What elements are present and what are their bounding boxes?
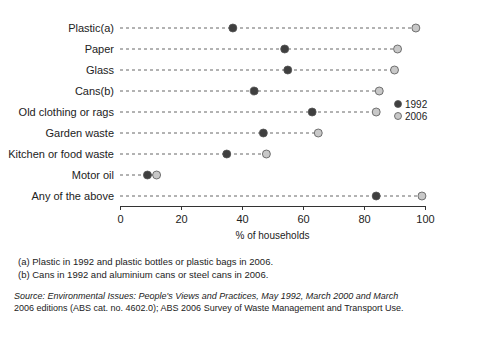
dot	[308, 108, 316, 116]
x-axis-line	[121, 207, 426, 211]
dot	[394, 45, 402, 53]
legend: 19922006	[395, 99, 428, 122]
category-label: Garden waste	[46, 127, 114, 139]
dot	[375, 87, 383, 95]
guide-line	[120, 154, 266, 155]
dot	[372, 192, 380, 200]
category-label: Cans(b)	[75, 85, 114, 97]
x-tick: 40	[236, 206, 248, 225]
x-axis: 0 20 40 60 80 100	[117, 206, 434, 225]
dot	[418, 192, 426, 200]
dot	[412, 24, 420, 32]
footnote: (b) Cans in 1992 and aluminium cans or s…	[18, 269, 268, 280]
dot	[281, 45, 289, 53]
dot	[284, 66, 292, 74]
dot	[153, 171, 161, 179]
legend-swatch	[395, 113, 402, 120]
x-axis-title: % of households	[236, 230, 310, 241]
guide-line	[120, 112, 376, 113]
plot-marks	[120, 24, 426, 200]
legend-label: 1992	[405, 99, 428, 110]
dot	[372, 108, 380, 116]
guide-line	[120, 49, 398, 50]
x-tick: 100	[416, 206, 434, 225]
category-label: Paper	[85, 43, 115, 55]
source-note: 2006 editions (ABS cat. no. 4602.0); ABS…	[14, 303, 403, 313]
x-tick-mark	[303, 206, 304, 210]
y-tick: Garden waste	[46, 127, 114, 139]
category-label: Plastic(a)	[68, 22, 114, 34]
category-label: Motor oil	[72, 169, 114, 181]
y-axis: Plastic(a) Paper Glass Cans(b) Old clothing …	[8, 22, 114, 202]
x-tick-mark	[364, 206, 365, 210]
x-tick-mark	[242, 206, 243, 210]
category-label: Any of the above	[31, 190, 114, 202]
guide-line	[120, 28, 416, 29]
footnote: (a) Plastic in 1992 and plastic bottles …	[18, 256, 273, 267]
y-tick: Plastic(a)	[68, 22, 114, 34]
x-tick: 60	[297, 206, 309, 225]
x-tick-label: 80	[358, 213, 370, 225]
dot	[314, 129, 322, 137]
category-label: Old clothing or rags	[19, 106, 115, 118]
x-tick-label: 40	[236, 213, 248, 225]
x-tick-label: 60	[297, 213, 309, 225]
dot	[262, 150, 270, 158]
legend-item: 2006	[395, 111, 428, 122]
guide-line	[120, 91, 379, 92]
x-tick-mark	[181, 206, 182, 210]
x-tick-label: 20	[175, 213, 187, 225]
category-label: Glass	[86, 64, 115, 76]
dot	[223, 150, 231, 158]
x-tick-label: 0	[117, 213, 123, 225]
guide-line	[120, 133, 318, 134]
dot	[229, 24, 237, 32]
legend-item: 1992	[395, 99, 428, 110]
y-tick: Motor oil	[72, 169, 114, 181]
x-tick: 0	[117, 206, 123, 225]
dot	[259, 129, 267, 137]
chart-container: 0 20 40 60 80 100 % of households Plastic(a) Pap…	[0, 0, 490, 340]
y-tick: Paper	[85, 43, 115, 55]
x-tick-mark	[120, 206, 121, 210]
chart: 0 20 40 60 80 100 % of households Plastic(a) Pap…	[0, 0, 490, 340]
dot	[250, 87, 258, 95]
y-tick: Kitchen or food waste	[8, 148, 114, 160]
legend-label: 2006	[405, 111, 428, 122]
category-label: Kitchen or food waste	[8, 148, 114, 160]
x-tick-label: 100	[416, 213, 434, 225]
y-tick: Old clothing or rags	[19, 106, 115, 118]
x-tick: 80	[358, 206, 370, 225]
source-note: Source: Environmental Issues: People's V…	[14, 291, 398, 301]
y-tick: Cans(b)	[75, 85, 114, 97]
dot	[391, 66, 399, 74]
x-tick: 20	[175, 206, 187, 225]
guide-line	[120, 70, 395, 71]
dot	[143, 171, 151, 179]
y-tick: Any of the above	[31, 190, 114, 202]
x-tick-mark	[425, 206, 426, 210]
legend-swatch	[395, 101, 402, 108]
y-tick: Glass	[86, 64, 115, 76]
